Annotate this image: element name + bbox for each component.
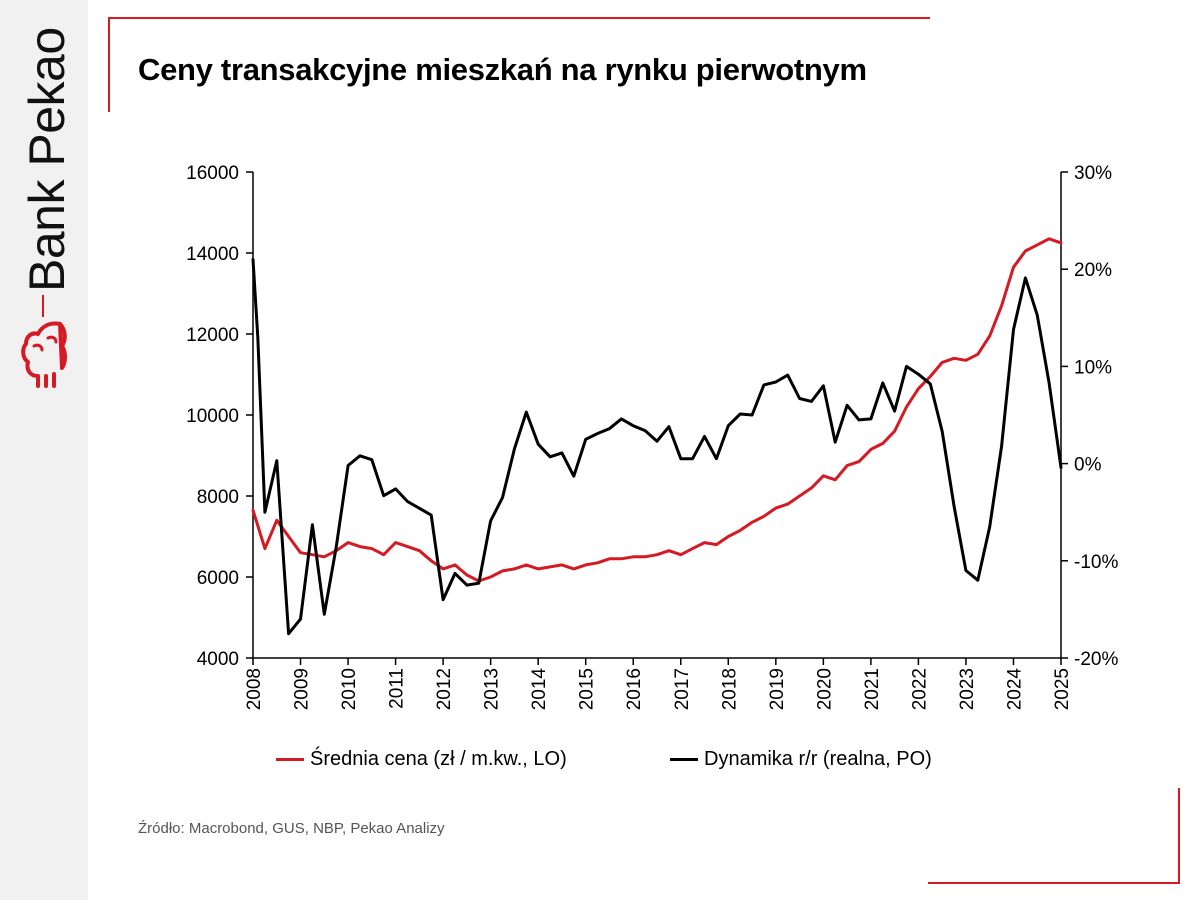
x-tick-label: 2008 bbox=[244, 668, 265, 710]
left-tick-label: 8000 bbox=[197, 487, 239, 508]
legend-swatch-price bbox=[276, 757, 304, 761]
x-tick-label: 2021 bbox=[862, 668, 883, 710]
right-tick-label: 10% bbox=[1074, 357, 1112, 378]
x-tick-label: 2014 bbox=[529, 668, 550, 711]
legend-label-dynamics: Dynamika r/r (realna, PO) bbox=[704, 747, 932, 770]
right-tick-label: 30% bbox=[1074, 163, 1112, 184]
x-tick-label: 2013 bbox=[482, 668, 503, 710]
brand-divider bbox=[42, 295, 44, 317]
right-tick-label: 20% bbox=[1074, 260, 1112, 281]
x-tick-label: 2020 bbox=[814, 668, 835, 710]
chart-tick-labels: 4000 6000 8000 10000 12000 14000 16000 -20% -10%… bbox=[186, 163, 1118, 710]
page-title: Ceny transakcyjne mieszkań na rynku pier… bbox=[138, 52, 867, 87]
x-tick-label: 2009 bbox=[292, 668, 313, 710]
left-tick-label: 14000 bbox=[186, 244, 239, 265]
x-tick-label: 2023 bbox=[957, 668, 978, 710]
frame-bottom-line bbox=[928, 882, 1180, 884]
chart-series bbox=[251, 237, 1063, 636]
x-tick-label: 2018 bbox=[719, 668, 740, 710]
x-tick-label: 2010 bbox=[339, 668, 360, 710]
x-tick-label: 2025 bbox=[1052, 668, 1073, 710]
left-tick-label: 6000 bbox=[197, 568, 239, 589]
right-tick-label: -20% bbox=[1074, 649, 1118, 670]
x-tick-label: 2017 bbox=[672, 668, 693, 710]
left-tick-label: 4000 bbox=[197, 649, 239, 670]
series-line-price bbox=[251, 237, 1063, 583]
x-tick-label: 2016 bbox=[624, 668, 645, 710]
x-tick-label: 2022 bbox=[909, 668, 930, 710]
bison-logo-icon bbox=[21, 321, 67, 388]
x-tick-label: 2011 bbox=[387, 668, 408, 709]
left-tick-label: 12000 bbox=[186, 325, 239, 346]
series-line-dynamics bbox=[251, 258, 1063, 636]
frame-top-line bbox=[108, 17, 930, 19]
legend-item-price: Średnia cena (zł / m.kw., LO) bbox=[276, 744, 567, 774]
legend-item-dynamics: Dynamika r/r (realna, PO) bbox=[670, 744, 932, 774]
frame-right-line bbox=[1178, 788, 1180, 884]
x-tick-label: 2024 bbox=[1004, 668, 1025, 711]
left-tick-label: 16000 bbox=[186, 163, 239, 184]
source-note: Źródło: Macrobond, GUS, NBP, Pekao Anali… bbox=[138, 820, 445, 837]
chart-axes bbox=[246, 171, 1068, 665]
brand-sidebar: Bank Pekao bbox=[0, 0, 88, 900]
x-tick-label: 2012 bbox=[434, 668, 455, 710]
x-tick-label: 2015 bbox=[577, 668, 598, 710]
frame-left-line bbox=[108, 17, 110, 112]
legend-swatch-dynamics bbox=[670, 757, 698, 761]
x-tick-label: 2019 bbox=[767, 668, 788, 710]
right-tick-label: -10% bbox=[1074, 552, 1118, 573]
right-tick-label: 0% bbox=[1074, 455, 1102, 476]
left-tick-label: 10000 bbox=[186, 406, 239, 427]
legend-label-price: Średnia cena (zł / m.kw., LO) bbox=[310, 747, 567, 770]
